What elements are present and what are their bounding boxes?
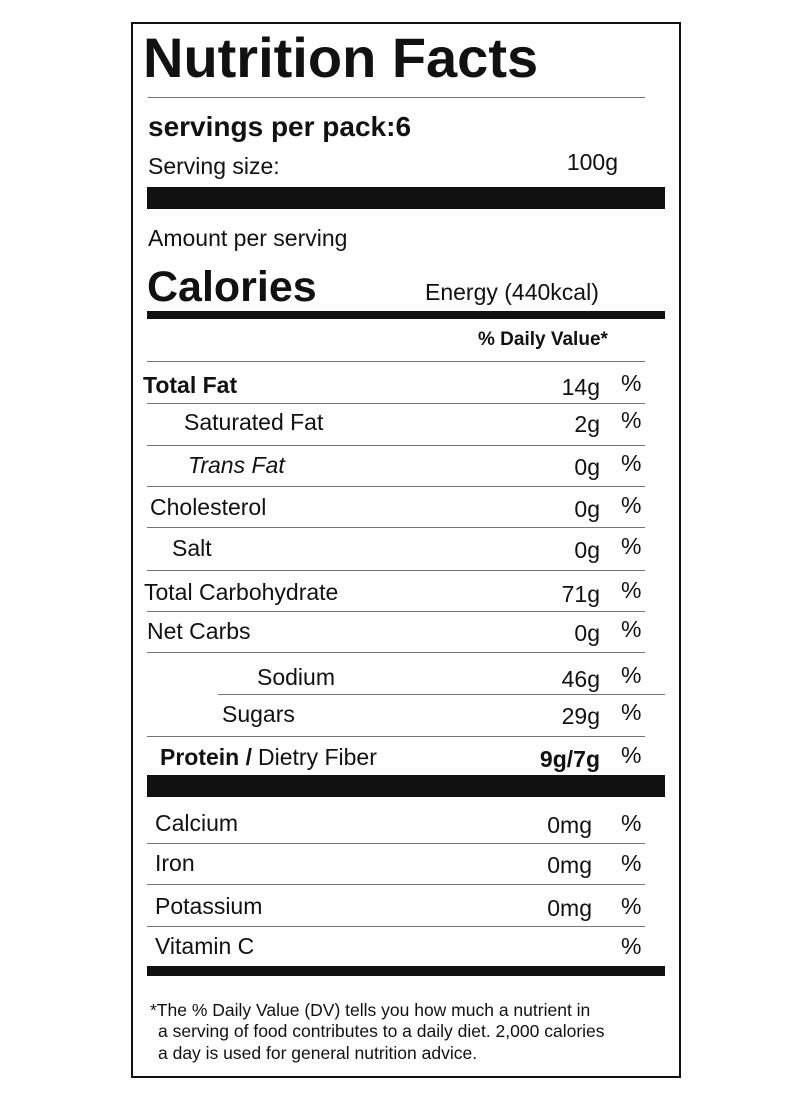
mineral-amount: 0mg — [547, 895, 592, 921]
daily-value-percent: % — [621, 370, 642, 396]
divider — [147, 570, 645, 571]
bar — [147, 775, 665, 797]
divider — [147, 445, 645, 446]
nutrient-amount: 2g — [574, 411, 600, 437]
daily-value-percent: % — [621, 533, 642, 559]
nutrient-name: Saturated Fat — [184, 409, 324, 435]
mineral-amount: 0mg — [547, 852, 592, 878]
daily-value-percent: % — [621, 893, 642, 919]
mineral-amount: 0mg — [547, 812, 592, 838]
daily-value-percent: % — [621, 699, 642, 725]
divider — [147, 652, 645, 653]
nutrient-name: Salt — [172, 535, 212, 561]
divider — [147, 926, 645, 927]
serving-size-label: Serving size: — [148, 153, 280, 179]
mineral-name: Iron — [155, 850, 195, 876]
daily-value-percent: % — [621, 577, 642, 603]
nutrient-amount: 0g — [574, 537, 600, 563]
energy: Energy (440kcal) — [425, 279, 599, 305]
serving-size-value: 100g — [566, 149, 618, 175]
amount-per-serving: Amount per serving — [148, 225, 348, 251]
nutrient-name: Protein / Dietry Fiber — [160, 744, 377, 770]
nutrient-name: Trans Fat — [188, 452, 285, 478]
calories-label: Calories — [147, 263, 317, 311]
divider — [148, 97, 645, 98]
divider — [147, 486, 645, 487]
bar — [147, 311, 665, 319]
nutrient-amount: 71g — [561, 581, 600, 607]
nutrient-detail: Dietry Fiber — [258, 744, 377, 770]
nutrient-amount: 0g — [574, 620, 600, 646]
daily-value-percent: % — [621, 407, 642, 433]
nutrient-name: Total Fat — [143, 372, 238, 398]
daily-value-percent: % — [621, 662, 642, 688]
footnote-line: *The % Daily Value (DV) tells you how mu… — [150, 1000, 591, 1020]
nutrient-amount: 29g — [561, 703, 600, 729]
nutrient-name: Total Carbohydrate — [144, 579, 339, 605]
divider — [147, 611, 645, 612]
divider — [147, 736, 645, 737]
divider — [147, 884, 645, 885]
daily-value-percent: % — [621, 810, 642, 836]
daily-value-header: % Daily Value* — [478, 329, 608, 350]
servings-per-pack: servings per pack:6 — [148, 111, 412, 142]
nutrient-name: Net Carbs — [147, 618, 251, 644]
divider — [147, 527, 645, 528]
nutrient-name: Sugars — [222, 701, 295, 727]
daily-value-percent: % — [621, 933, 642, 959]
divider — [147, 361, 645, 362]
nutrient-amount: 0g — [574, 454, 600, 480]
nutrient-amount: 0g — [574, 496, 600, 522]
mineral-name: Vitamin C — [155, 933, 255, 959]
mineral-name: Calcium — [155, 810, 239, 836]
label-border — [131, 22, 681, 1078]
daily-value-percent: % — [621, 616, 642, 642]
daily-value-percent: % — [621, 850, 642, 876]
daily-value-percent: % — [621, 450, 642, 476]
bar — [147, 187, 665, 209]
nutrient-amount: 46g — [561, 666, 600, 692]
divider — [147, 843, 645, 844]
divider — [218, 694, 665, 695]
nutrient-amount: 9g/7g — [539, 746, 600, 772]
nutrient-name: Cholesterol — [150, 494, 267, 520]
nutrient-name: Sodium — [257, 664, 335, 690]
divider — [147, 403, 645, 404]
bar — [147, 966, 665, 976]
mineral-name: Potassium — [155, 893, 263, 919]
title: Nutrition Facts — [143, 26, 539, 89]
footnote-line: a serving of food contributes to a daily… — [158, 1021, 605, 1041]
footnote-line: a day is used for general nutrition advi… — [158, 1043, 478, 1063]
nutrient-amount: 14g — [561, 374, 600, 400]
daily-value-percent: % — [621, 492, 642, 518]
daily-value-percent: % — [621, 742, 642, 768]
